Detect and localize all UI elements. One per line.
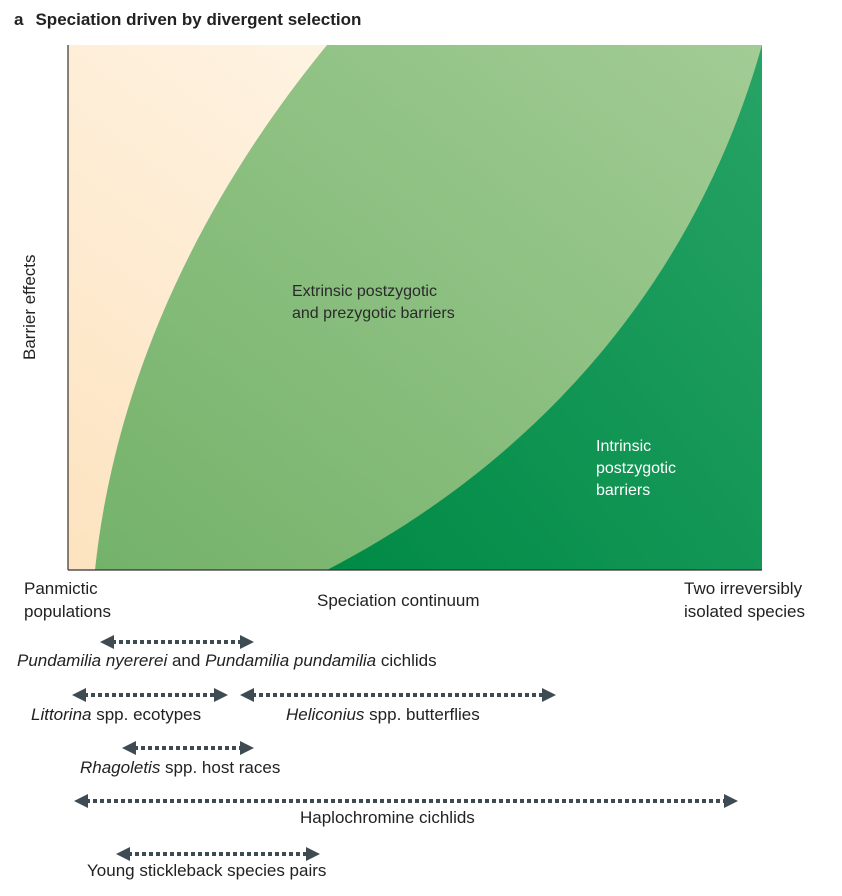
range-arrow-right-head xyxy=(214,688,228,702)
range-arrow-stickleback xyxy=(116,847,320,861)
range-label-part: Young stickleback species pairs xyxy=(87,861,327,880)
x-end-line1: Two irreversibly xyxy=(684,579,803,598)
intrinsic-label-line3: barriers xyxy=(596,482,651,499)
x-start-line2: populations xyxy=(24,602,111,621)
range-label-part: spp. ecotypes xyxy=(91,705,202,724)
range-label-part: Pundamilia nyererei xyxy=(17,651,168,670)
range-label-part: spp. butterflies xyxy=(364,705,480,724)
range-label-part: Littorina xyxy=(31,705,92,724)
panel-letter: a xyxy=(14,10,24,29)
range-arrow-right-head xyxy=(724,794,738,808)
range-arrow-right-head xyxy=(306,847,320,861)
range-label-littorina: Littorina spp. ecotypes xyxy=(31,705,201,725)
range-label-pundamilia: Pundamilia nyererei and Pundamilia punda… xyxy=(17,651,437,671)
x-axis-start-label: Panmictic populations xyxy=(24,577,111,623)
range-arrow-right-head xyxy=(542,688,556,702)
extrinsic-label-line1: Extrinsic postzygotic xyxy=(292,283,437,300)
range-arrow-left-head xyxy=(116,847,130,861)
range-arrow-pundamilia xyxy=(100,635,254,649)
intrinsic-barriers-label: Intrinsic postzygotic barriers xyxy=(596,436,676,502)
range-arrow-right-head xyxy=(240,635,254,649)
range-label-part: Heliconius xyxy=(286,705,365,724)
range-label-stickleback: Young stickleback species pairs xyxy=(87,861,326,881)
range-arrow-left-head xyxy=(100,635,114,649)
x-start-line1: Panmictic xyxy=(24,579,98,598)
panel-title: a Speciation driven by divergent selectio… xyxy=(14,10,361,30)
range-label-part: and xyxy=(167,651,206,670)
range-label-heliconius: Heliconius spp. butterflies xyxy=(286,705,480,725)
intrinsic-barrier-region xyxy=(327,45,762,570)
range-label-part: Haplochromine cichlids xyxy=(300,808,475,827)
y-axis-label: Barrier effects xyxy=(20,254,39,360)
range-label-part: Pundamilia pundamilia xyxy=(205,651,377,670)
range-arrow-left-head xyxy=(74,794,88,808)
range-arrow-haplochromine xyxy=(74,794,738,808)
range-arrow-left-head xyxy=(72,688,86,702)
range-label-part: Rhagoletis xyxy=(80,758,161,777)
panel-title-text: Speciation driven by divergent selection xyxy=(35,10,362,29)
range-arrow-heliconius xyxy=(240,688,556,702)
extrinsic-label-line2: and prezygotic barriers xyxy=(292,305,455,322)
range-label-part: cichlids xyxy=(376,651,437,670)
range-arrow-littorina xyxy=(72,688,228,702)
range-label-part: spp. host races xyxy=(160,758,281,777)
range-arrow-right-head xyxy=(240,741,254,755)
x-axis-end-label: Two irreversibly isolated species xyxy=(684,577,805,623)
x-axis-label: Speciation continuum xyxy=(317,591,480,610)
intrinsic-label-line1: Intrinsic xyxy=(596,438,652,455)
range-label-rhagoletis: Rhagoletis spp. host races xyxy=(80,758,280,778)
intrinsic-label-line2: postzygotic xyxy=(596,460,677,477)
range-arrow-rhagoletis xyxy=(122,741,254,755)
range-label-haplochromine: Haplochromine cichlids xyxy=(300,808,475,828)
range-arrow-left-head xyxy=(240,688,254,702)
range-arrow-left-head xyxy=(122,741,136,755)
extrinsic-barriers-label: Extrinsic postzygotic and prezygotic bar… xyxy=(292,281,455,325)
x-end-line2: isolated species xyxy=(684,602,805,621)
